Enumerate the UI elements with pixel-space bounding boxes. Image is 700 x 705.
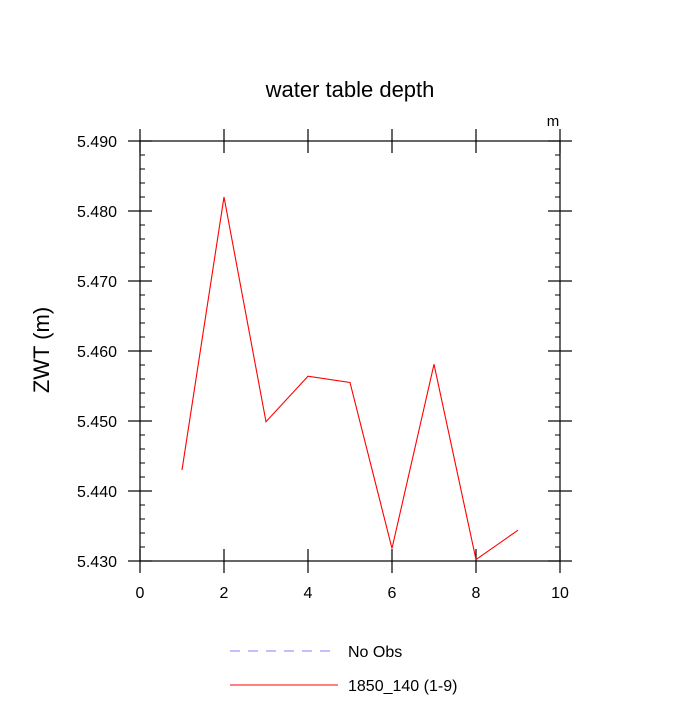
- units-label: m: [547, 113, 560, 130]
- x-tick-label: 10: [551, 585, 569, 602]
- y-axis-label: ZWT (m): [29, 307, 54, 393]
- plot-frame: [139, 140, 561, 562]
- x-tick-label: 2: [220, 585, 229, 602]
- x-tick-label: 4: [304, 585, 313, 602]
- chart-title: water table depth: [265, 77, 435, 102]
- axis-ticks: 0 2 4 6 8 10 5.430 5.440 5.450 5.460 5.470 5.480 5.4…: [77, 129, 572, 602]
- y-tick-label: 5.450: [77, 414, 117, 431]
- series-line: [181, 196, 519, 561]
- x-tick-label: 8: [472, 585, 481, 602]
- y-tick-label: 5.480: [77, 204, 117, 221]
- legend: No Obs 1850_140 (1-9): [230, 644, 457, 695]
- series-layer: [181, 196, 519, 561]
- x-tick-label: 6: [388, 585, 397, 602]
- y-tick-label: 5.440: [77, 484, 117, 501]
- y-tick-label: 5.430: [77, 554, 117, 571]
- legend-label: 1850_140 (1-9): [348, 678, 457, 695]
- y-tick-label: 5.460: [77, 344, 117, 361]
- x-tick-label: 0: [136, 585, 145, 602]
- y-tick-label: 5.490: [77, 134, 117, 151]
- legend-label: No Obs: [348, 644, 402, 661]
- y-tick-label: 5.470: [77, 274, 117, 291]
